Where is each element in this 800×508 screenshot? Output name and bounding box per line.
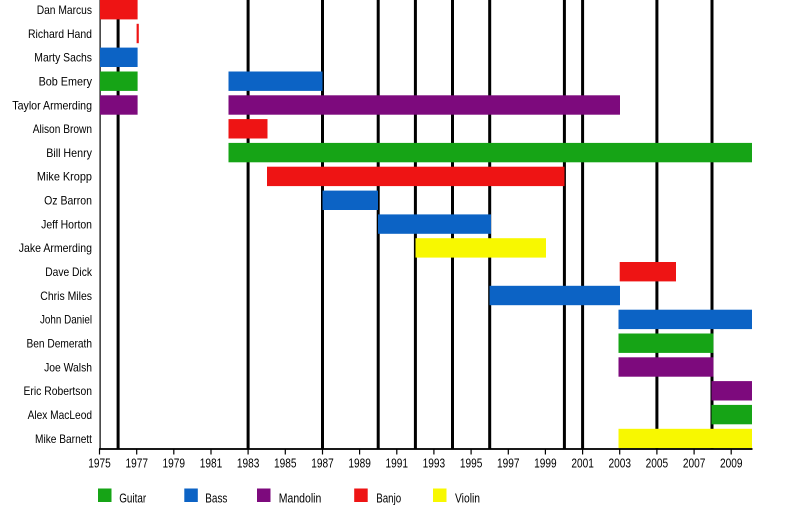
svg-text:1985: 1985 xyxy=(274,456,297,471)
svg-text:Bob Emery: Bob Emery xyxy=(39,75,92,89)
svg-text:Mike Kropp: Mike Kropp xyxy=(37,170,92,184)
svg-text:2005: 2005 xyxy=(646,456,669,471)
svg-text:1977: 1977 xyxy=(125,456,148,471)
svg-text:Dave Dick: Dave Dick xyxy=(45,265,93,279)
svg-text:Guitar: Guitar xyxy=(119,491,147,506)
svg-text:Banjo: Banjo xyxy=(376,491,401,506)
svg-text:1989: 1989 xyxy=(348,456,371,471)
svg-text:Oz Barron: Oz Barron xyxy=(44,194,92,208)
svg-text:2001: 2001 xyxy=(571,456,594,471)
svg-text:Alex MacLeod: Alex MacLeod xyxy=(28,408,92,422)
svg-text:1997: 1997 xyxy=(497,456,520,471)
svg-text:Ben Demerath: Ben Demerath xyxy=(27,337,93,351)
svg-text:1979: 1979 xyxy=(163,456,186,471)
svg-text:Joe Walsh: Joe Walsh xyxy=(44,360,92,374)
svg-text:Bass: Bass xyxy=(205,491,227,506)
svg-text:Bill Henry: Bill Henry xyxy=(46,146,92,160)
svg-text:Richard Hand: Richard Hand xyxy=(28,27,92,41)
svg-text:Mike Barnett: Mike Barnett xyxy=(35,432,93,446)
svg-text:Mandolin: Mandolin xyxy=(279,491,322,506)
svg-text:Chris Miles: Chris Miles xyxy=(40,289,92,303)
svg-text:Alison Brown: Alison Brown xyxy=(33,122,92,136)
svg-text:1975: 1975 xyxy=(88,456,111,471)
svg-text:Dan Marcus: Dan Marcus xyxy=(37,3,92,17)
svg-text:John Daniel: John Daniel xyxy=(40,313,92,327)
svg-text:2007: 2007 xyxy=(683,456,706,471)
svg-text:1999: 1999 xyxy=(534,456,557,471)
svg-text:1983: 1983 xyxy=(237,456,260,471)
svg-text:1987: 1987 xyxy=(311,456,334,471)
svg-text:Eric Robertson: Eric Robertson xyxy=(24,384,93,398)
svg-text:2003: 2003 xyxy=(608,456,631,471)
svg-text:Marty Sachs: Marty Sachs xyxy=(34,51,92,65)
svg-text:2009: 2009 xyxy=(720,456,743,471)
svg-text:Violin: Violin xyxy=(455,491,480,506)
svg-text:1981: 1981 xyxy=(200,456,223,471)
svg-text:Jeff Horton: Jeff Horton xyxy=(41,217,92,231)
svg-text:Taylor Armerding: Taylor Armerding xyxy=(12,98,92,112)
svg-text:1995: 1995 xyxy=(460,456,483,471)
svg-text:1991: 1991 xyxy=(386,456,409,471)
svg-text:Jake Armerding: Jake Armerding xyxy=(19,241,92,255)
svg-text:1993: 1993 xyxy=(423,456,446,471)
